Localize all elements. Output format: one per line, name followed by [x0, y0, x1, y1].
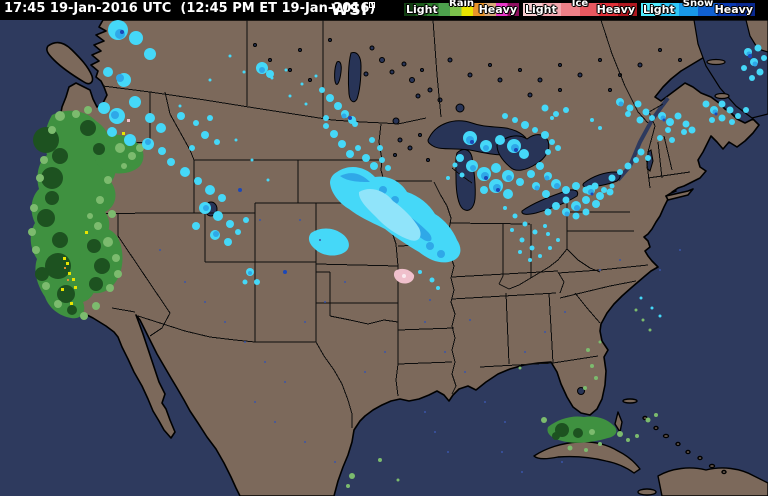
legend-snow-light-label: Light: [643, 3, 675, 16]
radar-rain-pale: [28, 106, 658, 488]
legend-ice-light-label: Light: [525, 3, 557, 16]
legend-rain-gradient-bar: [404, 3, 519, 16]
timestamp-label: 17:45 19-Jan-2016 UTC (12:45 PM ET 19-Ja…: [4, 1, 376, 16]
legend-snow-heavy-label: Heavy: [714, 3, 753, 16]
noise-dots: [159, 219, 681, 473]
radar-snow-dark: [120, 30, 752, 274]
island-jamaica: [637, 488, 657, 496]
header-bar: 17:45 19-Jan-2016 UTC (12:45 PM ET 19-Ja…: [0, 0, 768, 20]
wsi-logo-text: WSI: [331, 0, 368, 19]
landmass: [36, 20, 762, 496]
wsi-degree-icon: [368, 2, 375, 8]
wsi-logo: WSI: [331, 0, 375, 19]
legend-ice-title: Ice: [571, 0, 589, 9]
legend-rain-title: Rain: [449, 0, 474, 9]
gulf-st-lawrence: [693, 20, 768, 119]
legend-snow-gradient-bar: [641, 3, 755, 16]
lake-winnipeg: [347, 52, 362, 103]
legend-rain: Rain Light Heavy: [404, 0, 519, 20]
legend-snow: Snow Light Heavy: [641, 0, 755, 20]
legend-snow-title: Snow: [682, 0, 714, 9]
radar-rain-dark: [33, 120, 583, 440]
island-hispaniola: [657, 467, 768, 496]
lakes: [47, 38, 682, 395]
lake-erie: [521, 189, 579, 215]
legend-rain-light-label: Light: [406, 3, 438, 16]
legend-ice: Ice Light Heavy: [523, 0, 637, 20]
radar-snow-core: [358, 188, 421, 241]
legend-ice-gradient-bar: [523, 3, 637, 16]
radar-map: [0, 20, 768, 496]
caribbean-islands: [533, 398, 768, 496]
radar-rain-heavy-specks: [61, 132, 125, 305]
radar-rain-orange-specks: [64, 267, 69, 281]
lake-okeechobee: [577, 387, 585, 395]
newfoundland-pei: [706, 20, 768, 100]
legend-ice-heavy-label: Heavy: [596, 3, 635, 16]
radar-ice-core: [402, 274, 406, 278]
legend-rain-heavy-label: Heavy: [478, 3, 517, 16]
state-borders: [43, 20, 691, 428]
